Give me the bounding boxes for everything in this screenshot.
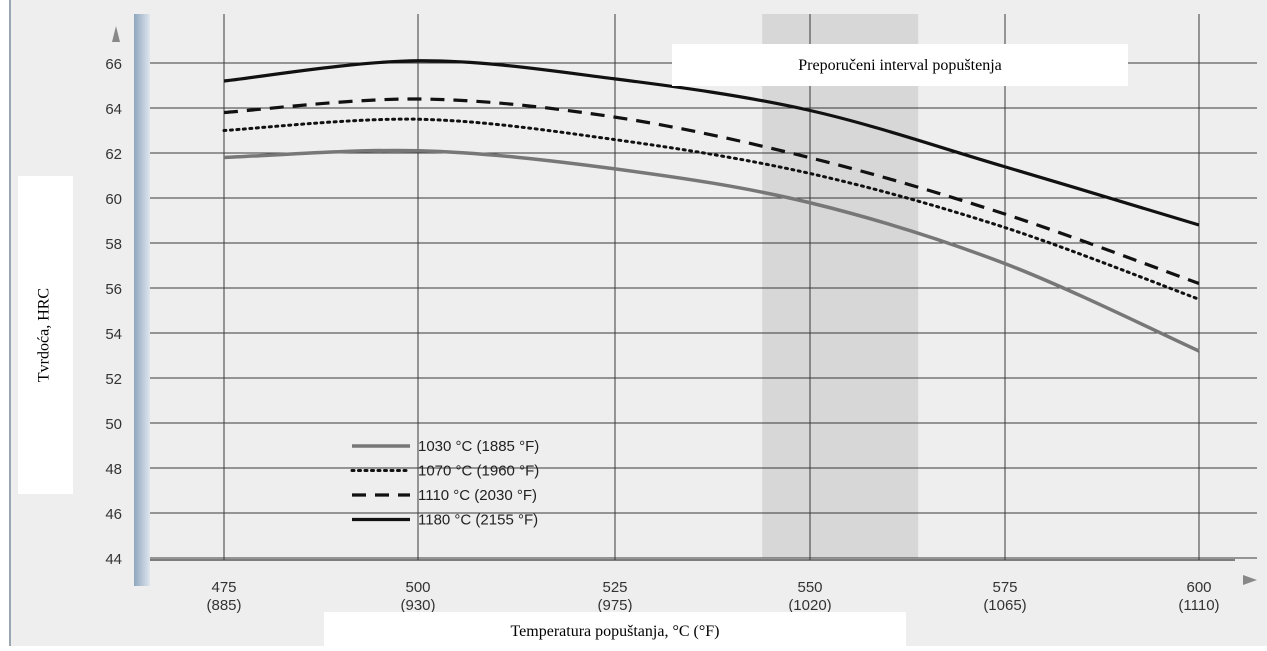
- x-tick-label: 475: [211, 579, 236, 596]
- x-tick-label-f: (1065): [983, 597, 1026, 614]
- y-axis-label: Tvrdoća, HRC: [36, 288, 53, 382]
- y-tick-label: 44: [105, 551, 122, 568]
- x-tick-label: 575: [992, 579, 1017, 596]
- recommended-interval-band: [762, 14, 918, 558]
- x-tick-label-f: (930): [400, 597, 435, 614]
- y-tick-label: 64: [105, 101, 122, 118]
- legend-label-2: 1070 °C (1960 °F): [418, 463, 539, 480]
- legend-label-1: 1030 °C (1885 °F): [418, 438, 539, 455]
- x-tick-label-f: (1110): [1178, 597, 1219, 614]
- y-tick-label: 52: [105, 371, 122, 388]
- interval-annotation: Preporučeni interval popuštenja: [798, 57, 1002, 74]
- y-tick-label: 58: [105, 236, 122, 253]
- x-tick-label: 600: [1186, 579, 1211, 596]
- x-tick-label-f: (975): [597, 597, 632, 614]
- x-tick-label: 525: [602, 579, 627, 596]
- y-tick-label: 60: [105, 191, 122, 208]
- legend-label-4: 1180 °C (2155 °F): [418, 512, 538, 529]
- x-axis-label: Temperatura popuštanja, °C (°F): [511, 623, 720, 640]
- x-tick-label: 500: [405, 579, 430, 596]
- x-tick-label: 550: [797, 579, 822, 596]
- x-tick-label-f: (885): [206, 597, 241, 614]
- plot-background: [10, 0, 1267, 646]
- legend-label-3: 1110 °C (2030 °F): [418, 487, 537, 504]
- left-axis-strip: [134, 14, 150, 586]
- y-tick-label: 62: [105, 146, 122, 163]
- x-tick-label-f: (1020): [788, 597, 831, 614]
- y-tick-label: 50: [105, 416, 122, 433]
- y-tick-label: 66: [105, 56, 122, 73]
- y-tick-label: 54: [105, 326, 122, 343]
- y-tick-label: 56: [105, 281, 122, 298]
- y-tick-label: 48: [105, 461, 122, 478]
- y-tick-label: 46: [105, 506, 122, 523]
